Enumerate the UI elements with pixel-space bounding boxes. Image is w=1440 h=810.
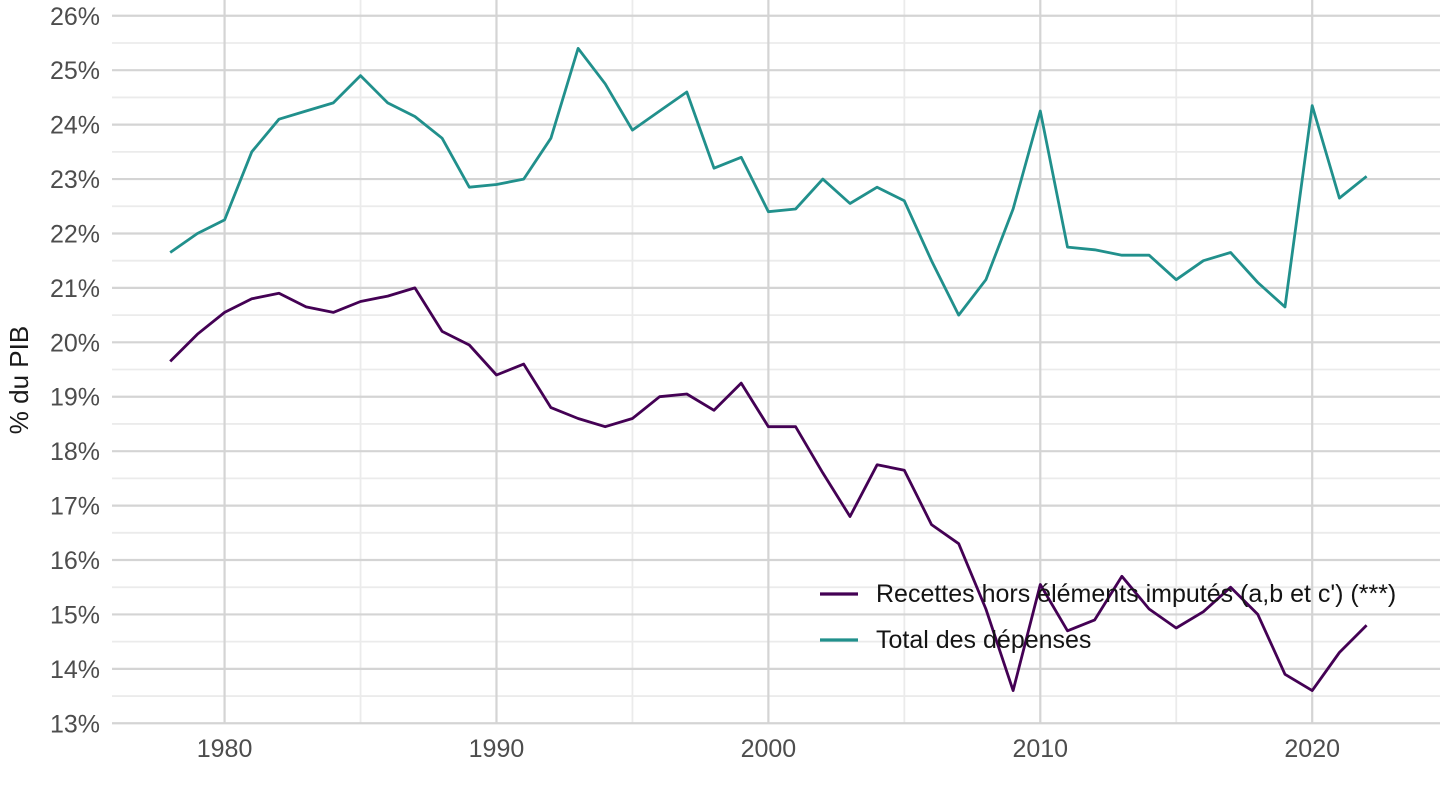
y-tick-label: 16%	[50, 547, 100, 575]
series-line-depenses	[169, 47, 1368, 317]
y-tick-label: 20%	[50, 329, 100, 357]
y-axis-title: % du PIB	[4, 326, 34, 434]
y-tick-label: 14%	[50, 656, 100, 684]
y-tick-label: 13%	[50, 710, 100, 738]
series-line-recettes	[169, 286, 1368, 692]
legend: Recettes hors éléments imputés (a,b et c…	[820, 580, 1396, 654]
series-lines	[169, 47, 1368, 692]
y-tick-label: 17%	[50, 493, 100, 521]
legend-label-recettes: Recettes hors éléments imputés (a,b et c…	[876, 580, 1396, 608]
y-tick-label: 26%	[50, 3, 100, 31]
grid-major	[112, 0, 1440, 725]
y-tick-label: 18%	[50, 438, 100, 466]
y-tick-label: 21%	[50, 275, 100, 303]
y-tick-label: 23%	[50, 166, 100, 194]
y-tick-label: 24%	[50, 112, 100, 140]
x-tick-label: 1980	[197, 735, 253, 763]
legend-label-depenses: Total des dépenses	[876, 626, 1091, 654]
y-tick-label: 25%	[50, 57, 100, 85]
x-tick-label: 2000	[741, 735, 797, 763]
x-tick-label: 1990	[469, 735, 525, 763]
x-tick-label: 2010	[1012, 735, 1068, 763]
x-tick-label: 2020	[1284, 735, 1340, 763]
y-tick-label: 22%	[50, 220, 100, 248]
axis-labels: 13% 14% 15% 16% 17% 18% 19% 20% 21% 22% 23% 24% 25% 2…	[50, 3, 1340, 763]
y-tick-label: 15%	[50, 601, 100, 629]
y-tick-label: 19%	[50, 384, 100, 412]
grid-minor	[112, 0, 1440, 724]
